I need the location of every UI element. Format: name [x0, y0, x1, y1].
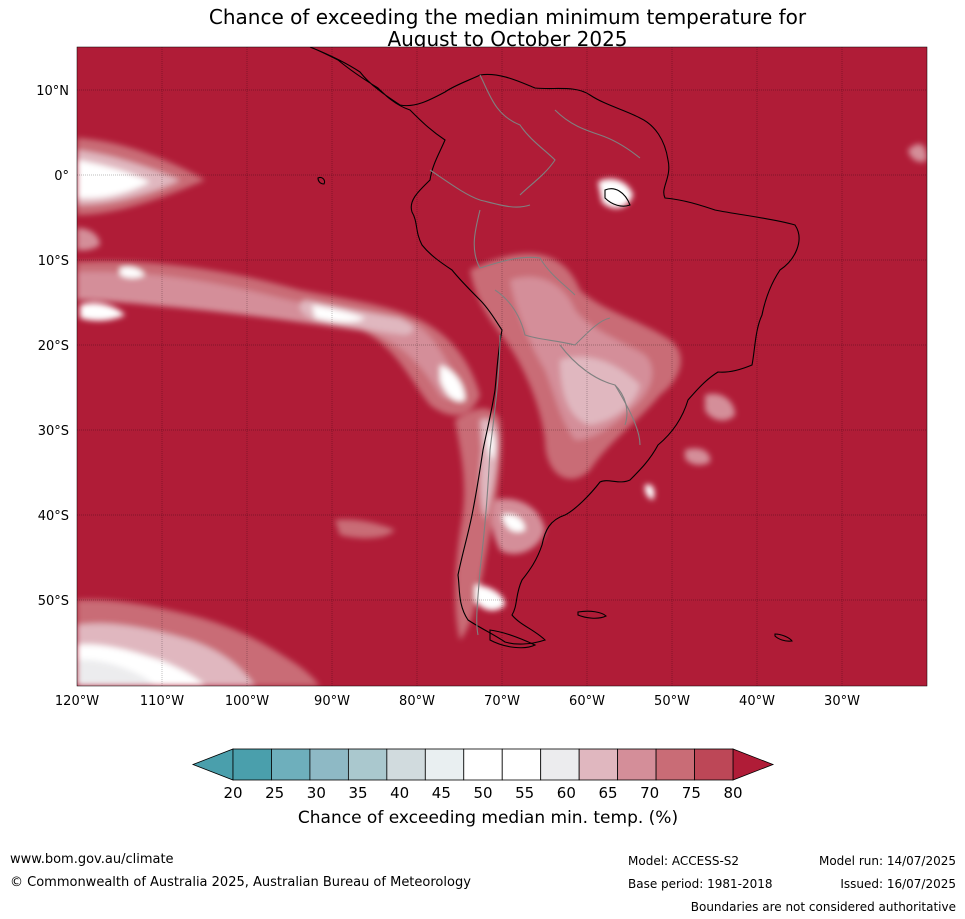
lat-label: 40°S — [38, 509, 69, 524]
colorbar-tick-label: 25 — [265, 784, 284, 802]
colorbar-tick-label: 30 — [307, 784, 326, 802]
footer-disclaimer: Boundaries are not considered authoritat… — [690, 900, 956, 914]
colorbar-box — [463, 748, 503, 781]
border-bolivia — [494, 289, 611, 346]
field-pacific-110w-peak — [120, 266, 145, 279]
footer-model: Model: ACCESS-S2 — [628, 854, 740, 868]
lon-label: 80°W — [399, 694, 435, 709]
colorbar-tick-label: 70 — [640, 784, 659, 802]
field-atlantic-spot-1 — [705, 393, 735, 421]
border-guianas — [554, 109, 641, 159]
footer-base-period: Base period: 1981-2018 — [628, 877, 773, 891]
colorbar-box — [424, 748, 465, 781]
field-pacific-left-peak — [80, 303, 125, 321]
colorbar-box — [386, 748, 426, 781]
lat-label: 20°S — [38, 339, 69, 354]
lat-label: 30°S — [38, 424, 69, 439]
field-amazon-spot — [598, 178, 633, 209]
coastline-galapagos — [317, 176, 326, 185]
lon-label: 60°W — [569, 694, 605, 709]
border-argentina-brazil — [614, 384, 641, 446]
colorbar-box — [540, 748, 580, 781]
border-colombia-peru — [429, 169, 531, 208]
colorbar-tick-label: 35 — [348, 784, 367, 802]
longitude-labels: 120°W 110°W 100°W 90°W 80°W 70°W 60°W 50… — [55, 694, 860, 709]
field-pacific-5s — [77, 228, 100, 251]
coastline-south-georgia — [774, 633, 793, 642]
coastline-tierra-del-fuego — [489, 629, 537, 649]
field-pacific-40s — [335, 519, 395, 539]
footer-url[interactable]: www.bom.gov.au/climate — [10, 852, 174, 867]
border-peru-brazil — [473, 209, 576, 296]
lat-label: 10°N — [36, 84, 69, 99]
colorbar-over-arrow — [732, 748, 775, 781]
border-colombia-venezuela — [479, 74, 556, 196]
colorbar-tick-label: 80 — [723, 784, 742, 802]
colorbar-box — [271, 748, 311, 781]
field-pacific-20s-peak — [440, 365, 465, 402]
lat-label: 0° — [54, 169, 69, 184]
country-borders — [429, 74, 641, 636]
lon-label: 90°W — [314, 694, 350, 709]
colorbar-tick-label: 65 — [598, 784, 617, 802]
lon-label: 30°W — [824, 694, 860, 709]
colorbar-box — [617, 748, 657, 781]
field-pacific-tongue-peak — [312, 305, 365, 323]
field-tierra-del-fuego — [475, 585, 505, 611]
lon-label: 50°W — [654, 694, 690, 709]
chart-title-line-1: Chance of exceeding the median minimum t… — [208, 5, 807, 29]
colorbar: 20 25 30 35 40 45 50 55 60 65 70 75 80 — [191, 748, 775, 802]
colorbar-box — [578, 748, 619, 781]
coastline-marajo — [604, 188, 631, 207]
coastline-south-america — [309, 47, 800, 645]
colorbar-box — [309, 748, 349, 781]
colorbar-boxes — [232, 748, 734, 781]
graticule — [77, 47, 927, 686]
border-argentina-chile — [476, 334, 501, 636]
field-atlantic-spot-2 — [685, 448, 711, 465]
lon-label: 120°W — [55, 694, 99, 709]
border-paraguay — [559, 344, 628, 426]
lon-label: 40°W — [739, 694, 775, 709]
colorbar-box — [501, 748, 542, 781]
colorbar-tick-label: 50 — [473, 784, 492, 802]
colorbar-box — [655, 748, 695, 781]
probability-field — [77, 138, 927, 686]
lat-label: 50°S — [38, 594, 69, 609]
lon-label: 100°W — [225, 694, 269, 709]
colorbar-box — [347, 748, 388, 781]
colorbar-tick-label: 55 — [515, 784, 534, 802]
field-equatorial-pacific-peak — [77, 160, 150, 199]
colorbar-tick-label: 40 — [390, 784, 409, 802]
lat-label: 10°S — [38, 254, 69, 269]
map-area[interactable] — [77, 47, 927, 686]
colorbar-tick-label: 60 — [557, 784, 576, 802]
footer-copyright: © Commonwealth of Australia 2025, Austra… — [10, 875, 471, 890]
footer-model-run: Model run: 14/07/2025 — [818, 854, 956, 868]
field-paraguay-light — [560, 356, 640, 425]
field-uruguay-spot — [644, 484, 655, 500]
lon-label: 110°W — [140, 694, 184, 709]
lon-label: 70°W — [484, 694, 520, 709]
colorbar-tick-labels: 20 25 30 35 40 45 50 55 60 65 70 75 80 — [223, 784, 742, 802]
field-pacific-tongue-inner — [77, 271, 457, 399]
colorbar-tick-label: 45 — [432, 784, 451, 802]
map-frame — [76, 46, 928, 687]
colorbar-tick-label: 20 — [223, 784, 242, 802]
colorbar-box — [232, 748, 272, 781]
coastline-falklands — [577, 610, 607, 619]
latitude-labels: 10°N 0° 10°S 20°S 30°S 40°S 50°S — [36, 84, 69, 609]
field-east-edge-spot — [908, 144, 927, 162]
colorbar-tick-label: 75 — [682, 784, 701, 802]
colorbar-label: Chance of exceeding median min. temp. (%… — [297, 808, 679, 828]
field-patagonia-peak — [502, 514, 525, 532]
coastlines — [309, 47, 800, 649]
colorbar-under-arrow — [191, 748, 234, 781]
footer-issued: Issued: 16/07/2025 — [840, 877, 956, 891]
map-background — [77, 47, 927, 686]
field-south-pacific-grey — [77, 659, 155, 686]
colorbar-box — [694, 748, 734, 781]
